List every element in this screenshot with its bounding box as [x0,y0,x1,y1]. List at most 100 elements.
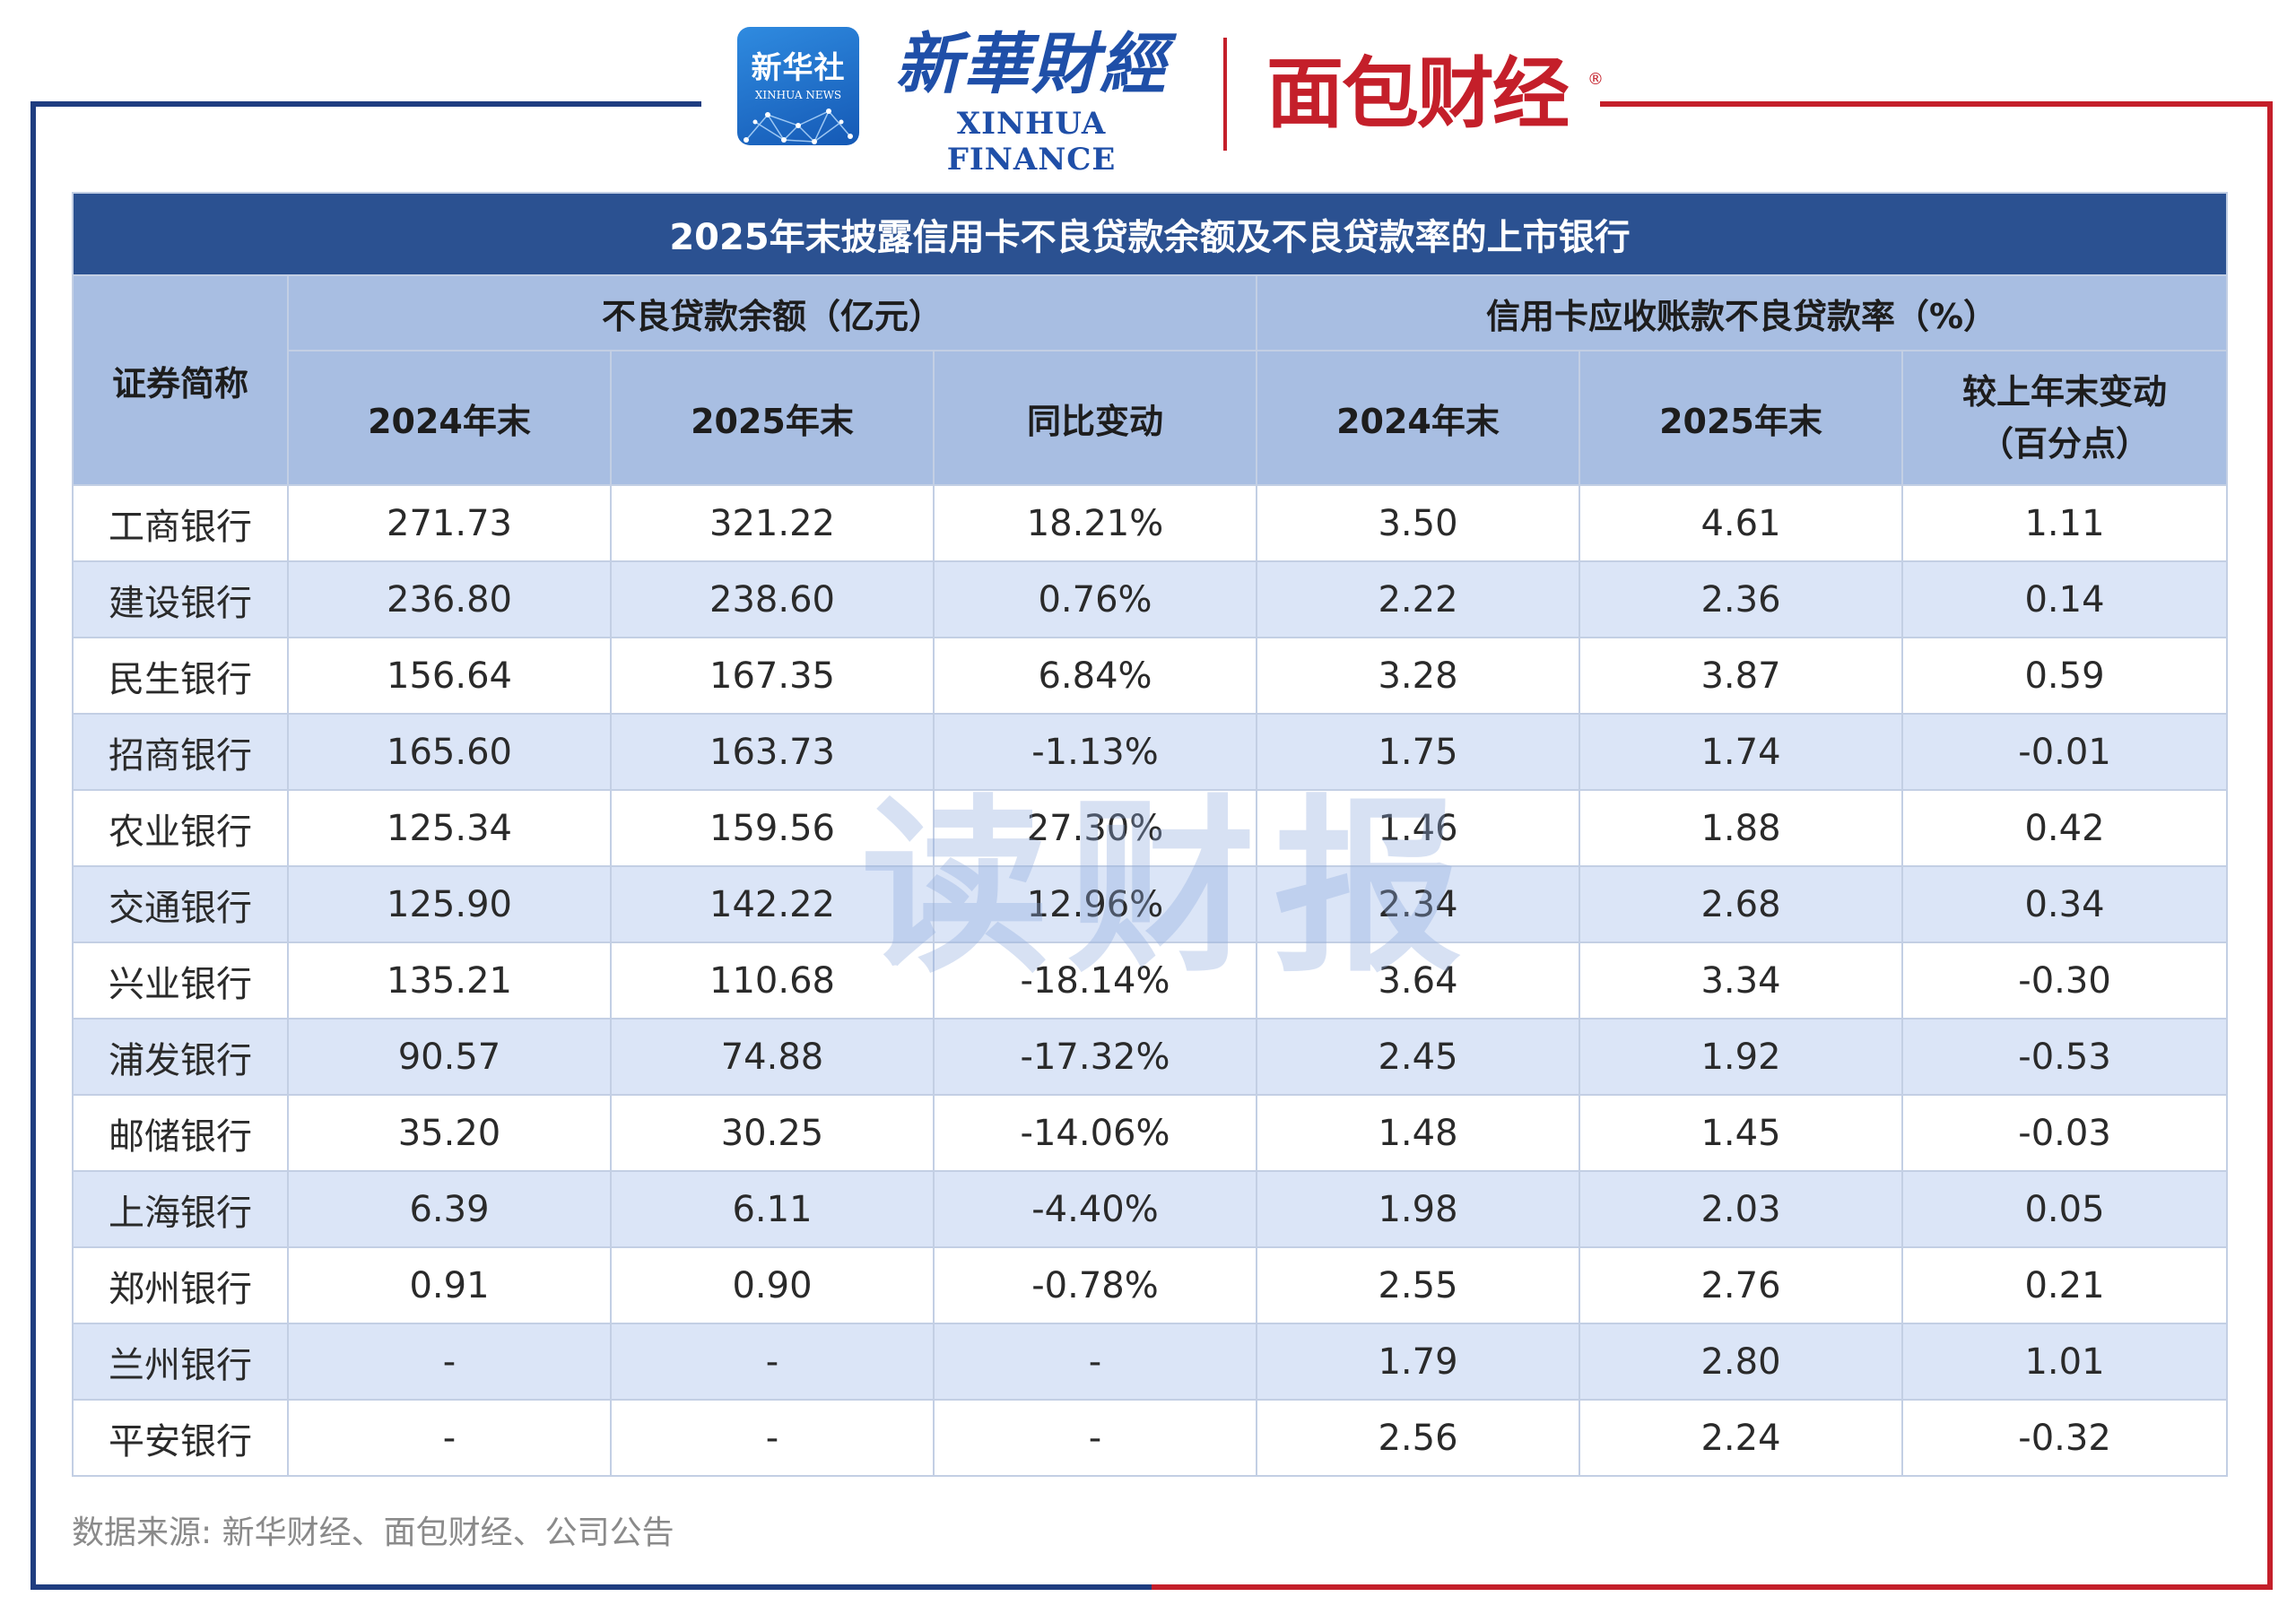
cell-rate-2025: 2.03 [1578,1170,1903,1248]
cell-bank-name: 工商银行 [72,484,289,562]
table-row: 民生银行 156.64 167.35 6.84% 3.28 3.87 0.59 [72,637,2229,715]
frame-right-line [2267,101,2273,1590]
cell-bal-change: -4.40% [933,1170,1257,1248]
logo-divider [1223,38,1227,151]
xinhua-news-logo-cn: 新华社 [751,50,846,86]
cell-bank-name: 招商银行 [72,713,289,791]
cell-rate-change: -0.32 [1900,1399,2229,1477]
cell-bal-2024: 6.39 [287,1170,612,1248]
cell-bal-2025: 159.56 [610,789,935,867]
header-group-balance: 不良贷款余额（亿元） [287,274,1257,351]
table-title: 2025年末披露信用卡不良贷款余额及不良贷款率的上市银行 [71,192,2229,276]
cell-rate-change: 0.42 [1900,789,2229,867]
cell-rate-2025: 3.34 [1578,941,1903,1020]
cell-bal-2025: - [610,1323,935,1401]
header-rate-change-line1: 较上年末变动 [1962,372,2168,412]
cell-rate-change: -0.01 [1900,713,2229,791]
cell-bal-2024: - [287,1399,612,1477]
cell-bal-2025: 238.60 [610,560,935,638]
table-row: 兰州银行 - - -1.79 2.80 1.01 [72,1323,2229,1401]
header-bal-change: 同比变动 [933,350,1257,486]
cell-bal-2024: 0.91 [287,1246,612,1324]
cell-bal-change: 12.96% [933,865,1257,943]
cell-bank-name: 农业银行 [72,789,289,867]
cell-rate-change: 0.59 [1900,637,2229,715]
cell-bal-change: 6.84% [933,637,1257,715]
cell-bal-2025: 74.88 [610,1018,935,1096]
cell-rate-2024: 1.75 [1256,713,1580,791]
cell-rate-2024: 2.34 [1256,865,1580,943]
cell-rate-2025: 1.74 [1578,713,1903,791]
header-rate-change-line2: （百分点） [1979,424,2151,464]
cell-bal-change: - [933,1323,1257,1401]
xinhua-finance-logo-en: XINHUA FINANCE [946,106,1117,178]
table-row: 邮储银行 35.20 30.25 -14.06% 1.48 1.45 -0.03 [72,1094,2229,1172]
cell-bal-change: -0.78% [933,1246,1257,1324]
cell-bal-2024: 35.20 [287,1094,612,1172]
cell-rate-2025: 2.24 [1578,1399,1903,1477]
cell-rate-change: -0.03 [1900,1094,2229,1172]
table-row: 交通银行 125.90 142.22 12.96% 2.34 2.68 0.34 [72,865,2229,943]
frame-top-right-line [1600,101,2273,107]
xinhua-finance-logo-cn: 新華財經 [895,26,1168,103]
cell-rate-2025: 1.45 [1578,1094,1903,1172]
cell-bank-name: 兴业银行 [72,941,289,1020]
cell-rate-change: 0.05 [1900,1170,2229,1248]
frame-bottom-right-line [1152,1584,2273,1590]
table-row: 平安银行 - - -2.56 2.24 -0.32 [72,1399,2229,1477]
cell-bal-2024: 135.21 [287,941,612,1020]
cell-bal-2025: 30.25 [610,1094,935,1172]
cell-bal-2024: 90.57 [287,1018,612,1096]
table-row: 农业银行 125.34 159.56 27.30% 1.46 1.88 0.42 [72,789,2229,867]
cell-bank-name: 浦发银行 [72,1018,289,1096]
cell-rate-change: 1.11 [1900,484,2229,562]
cell-rate-2024: 2.56 [1256,1399,1580,1477]
cell-rate-2024: 1.79 [1256,1323,1580,1401]
cell-bank-name: 民生银行 [72,637,289,715]
data-table: 2025年末披露信用卡不良贷款余额及不良贷款率的上市银行 证券简称 不良贷款余额… [71,192,2229,1477]
mianbao-finance-logo-text: 面包财经 [1266,49,1570,139]
cell-bal-2025: 142.22 [610,865,935,943]
cell-bal-2025: 110.68 [610,941,935,1020]
table-row: 兴业银行 135.21 110.68 -18.14% 3.64 3.34 -0.30 [72,941,2229,1020]
cell-bal-2024: 165.60 [287,713,612,791]
table-row: 上海银行 6.39 6.11 -4.40% 1.98 2.03 0.05 [72,1170,2229,1248]
header-bal-2024: 2024年末 [287,350,612,486]
cell-rate-2024: 2.22 [1256,560,1580,638]
table-row: 工商银行 271.73 321.22 18.21% 3.50 4.61 1.11 [72,484,2229,562]
cell-bal-2025: 0.90 [610,1246,935,1324]
table-body: 工商银行 271.73 321.22 18.21% 3.50 4.61 1.11 建设银行 23… [72,484,2229,1477]
cell-rate-2025: 1.88 [1578,789,1903,867]
cell-rate-2024: 2.55 [1256,1246,1580,1324]
cell-bank-name: 上海银行 [72,1170,289,1248]
cell-bal-2024: 156.64 [287,637,612,715]
cell-bal-2025: 163.73 [610,713,935,791]
frame-left-line [30,101,36,1590]
cell-bal-2024: - [287,1323,612,1401]
cell-rate-2024: 3.50 [1256,484,1580,562]
cell-bal-2024: 125.90 [287,865,612,943]
cell-rate-2025: 1.92 [1578,1018,1903,1096]
mianbao-finance-logo: 面包财经 ® [1266,45,1604,143]
header-rate-change: 较上年末变动 （百分点） [1900,350,2229,486]
cell-rate-2024: 1.98 [1256,1170,1580,1248]
cell-rate-2024: 2.45 [1256,1018,1580,1096]
cell-rate-2025: 2.80 [1578,1323,1903,1401]
cell-bal-2024: 271.73 [287,484,612,562]
cell-rate-2025: 2.68 [1578,865,1903,943]
frame-top-left-line [30,101,701,107]
cell-bal-2024: 236.80 [287,560,612,638]
xinhua-news-logo: 新华社 XINHUA NEWS [737,27,859,145]
cell-rate-2025: 2.76 [1578,1246,1903,1324]
cell-rate-change: 0.14 [1900,560,2229,638]
cell-bal-change: -1.13% [933,713,1257,791]
header-name: 证券简称 [72,274,289,486]
cell-bal-change: -14.06% [933,1094,1257,1172]
cell-bank-name: 平安银行 [72,1399,289,1477]
cell-bank-name: 邮储银行 [72,1094,289,1172]
xinhua-finance-logo: 新華財經 XINHUA FINANCE [888,20,1175,178]
cell-rate-2024: 3.28 [1256,637,1580,715]
network-globe-icon [744,108,853,144]
table-row: 招商银行 165.60 163.73 -1.13% 1.75 1.74 -0.01 [72,713,2229,791]
cell-bank-name: 建设银行 [72,560,289,638]
